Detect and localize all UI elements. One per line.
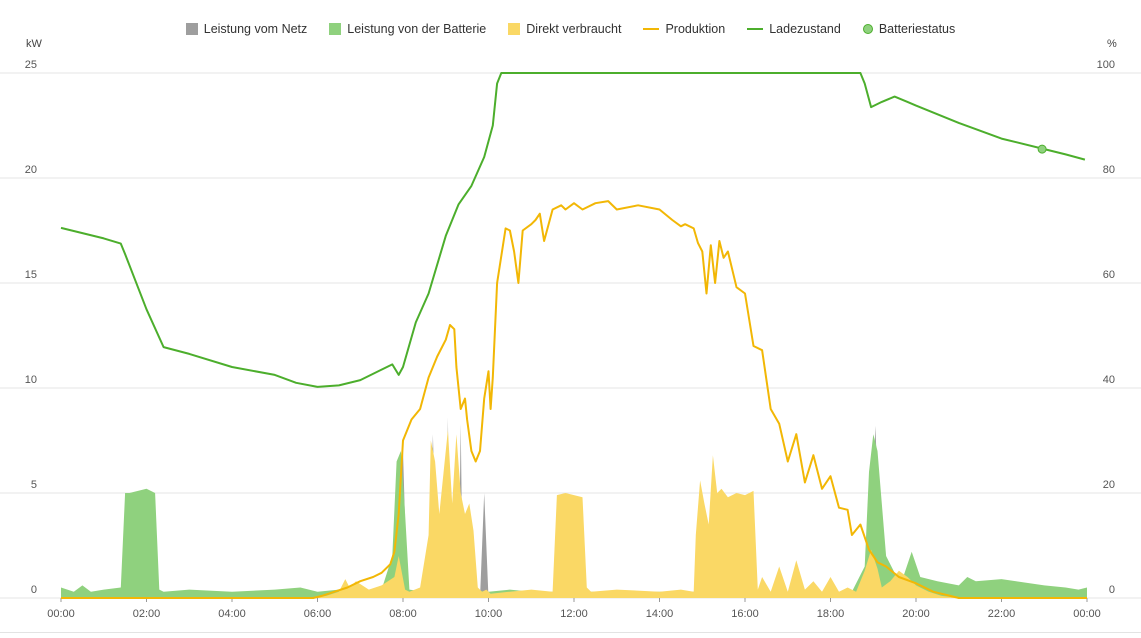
y-right-tick-label: 20 (1103, 479, 1115, 491)
line-produktion (61, 200, 1087, 599)
right-axis-unit: % (1107, 38, 1117, 50)
legend-label: Leistung von der Batterie (347, 22, 487, 36)
legend-item-ladezustand[interactable]: Ladezustand (747, 22, 841, 36)
y-right-tick-label: 60 (1103, 269, 1115, 281)
x-tick-label: 18:00 (817, 608, 845, 620)
legend-item-batteriestatus[interactable]: Batteriestatus (862, 22, 956, 36)
legend-item-leistung-von-der-batterie[interactable]: Leistung von der Batterie (329, 22, 486, 36)
legend-swatch (185, 23, 198, 35)
left-axis-unit: kW (26, 38, 42, 50)
legend-label: Leistung vom Netz (203, 22, 308, 36)
legend-label: Ladezustand (769, 22, 841, 36)
x-tick-label: 00:00 (1073, 608, 1101, 620)
legend-swatch (747, 28, 764, 30)
legend-item-leistung-vom-netz[interactable]: Leistung vom Netz (185, 22, 308, 36)
legend-swatch (329, 23, 342, 35)
y-left-tick-label: 15 (25, 269, 37, 281)
legend-item-direkt-verbraucht[interactable]: Direkt verbraucht (508, 22, 621, 36)
y-left-tick-label: 0 (31, 584, 37, 596)
legend-label: Direkt verbraucht (526, 22, 622, 36)
x-tick-label: 08:00 (389, 608, 417, 620)
x-tick-label: 02:00 (133, 608, 161, 620)
y-left-tick-label: 10 (25, 374, 37, 386)
y-left-tick-label: 25 (25, 59, 37, 71)
x-tick-label: 12:00 (560, 608, 588, 620)
y-right-tick-label: 100 (1097, 59, 1115, 71)
bottom-divider (0, 632, 1141, 633)
area-leistung-von-der-batterie (61, 434, 1087, 598)
x-tick-label: 04:00 (218, 608, 246, 620)
x-tick-label: 00:00 (47, 608, 75, 620)
legend-swatch (508, 23, 521, 35)
x-tick-label: 22:00 (988, 608, 1016, 620)
y-right-tick-label: 0 (1109, 584, 1115, 596)
y-right-tick-label: 80 (1103, 164, 1115, 176)
x-tick-label: 16:00 (731, 608, 759, 620)
x-tick-label: 06:00 (304, 608, 332, 620)
line-ladezustand (60, 72, 1086, 388)
legend-label: Produktion (665, 22, 726, 36)
legend-swatch (862, 24, 873, 34)
legend-item-produktion[interactable]: Produktion (643, 22, 725, 36)
x-tick-label: 10:00 (475, 608, 503, 620)
x-tick-label: 20:00 (902, 608, 930, 620)
area-direkt-verbraucht (61, 430, 1087, 598)
legend-swatch (643, 28, 660, 30)
y-left-tick-label: 20 (25, 164, 37, 176)
battery-status-point (1037, 144, 1047, 154)
chart-legend: Leistung vom Netz Leistung von der Batter… (0, 18, 1141, 40)
x-tick-label: 14:00 (646, 608, 674, 620)
y-right-tick-label: 40 (1103, 374, 1115, 386)
legend-label: Batteriestatus (878, 22, 956, 36)
y-left-tick-label: 5 (31, 479, 37, 491)
